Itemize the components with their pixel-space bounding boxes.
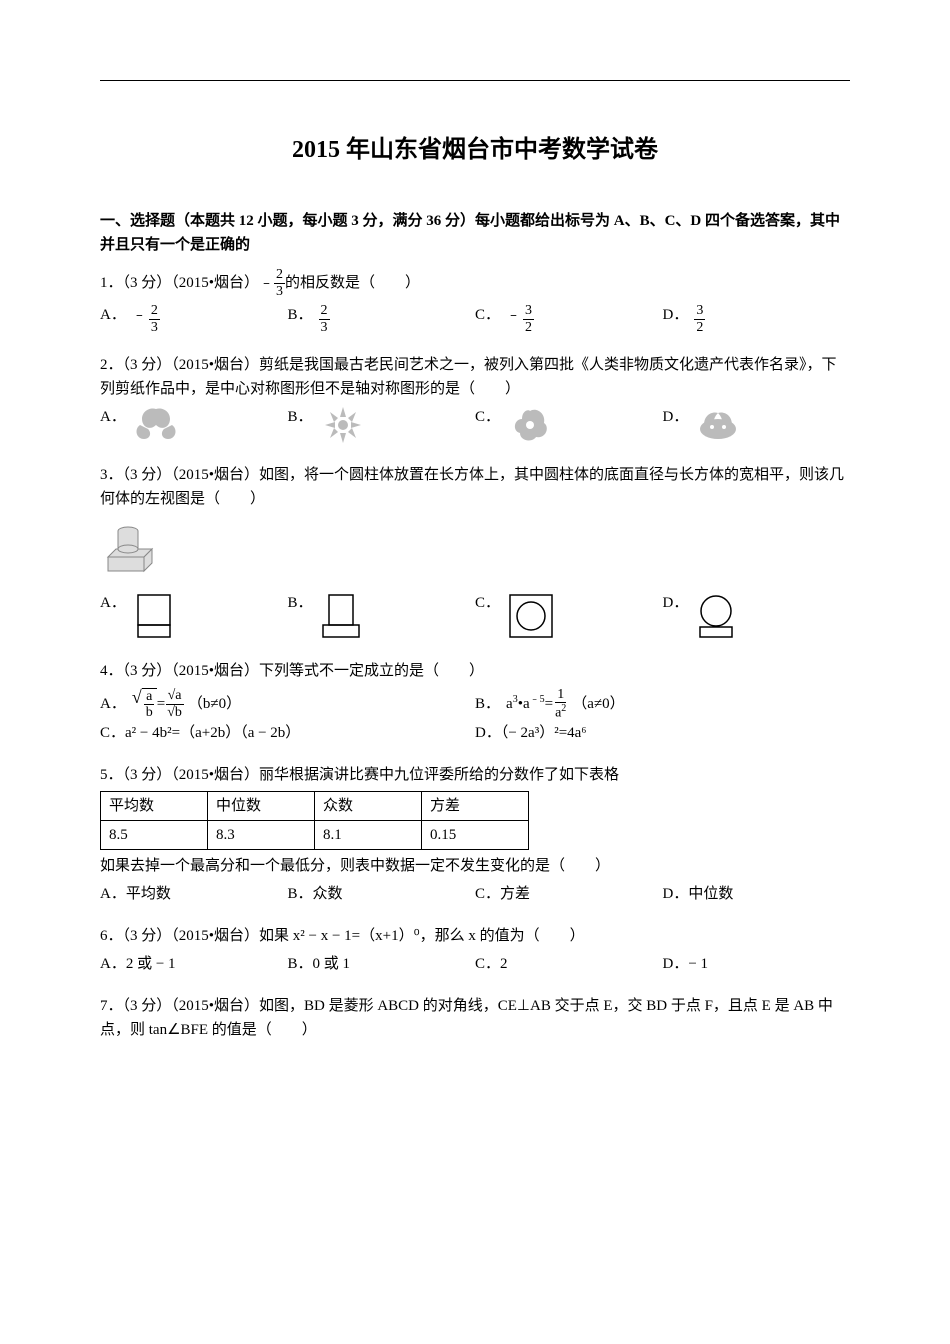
q6-choice-b: B．0 或 1 bbox=[288, 952, 476, 976]
q4-stem: 4．（3 分）（2015•烟台）下列等式不一定成立的是（ ） bbox=[100, 659, 850, 683]
view-b-icon bbox=[319, 591, 363, 641]
q3-choices: A． B． C． bbox=[100, 591, 850, 641]
q6-stem: 6．（3 分）（2015•烟台）如果 x² − x − 1=（x+1）⁰，那么 … bbox=[100, 924, 850, 948]
q1-choice-a: A． ﹣ 2 3 bbox=[100, 303, 288, 335]
question-2: 2．（3 分）（2015•烟台）剪纸是我国最古老民间艺术之一，被列入第四批《人类… bbox=[100, 353, 850, 445]
papercut-b-icon bbox=[319, 405, 367, 445]
q6-choices: A．2 或 − 1 B．0 或 1 C．2 D．− 1 bbox=[100, 952, 850, 976]
table-row: 8.5 8.3 8.1 0.15 bbox=[101, 821, 529, 850]
q7-stem: 7．（3 分）（2015•烟台）如图，BD 是菱形 ABCD 的对角线，CE⊥A… bbox=[100, 994, 850, 1042]
question-7: 7．（3 分）（2015•烟台）如图，BD 是菱形 ABCD 的对角线，CE⊥A… bbox=[100, 994, 850, 1042]
q1-stem-frac: 2 3 bbox=[274, 267, 285, 299]
q5-choice-a: A．平均数 bbox=[100, 882, 288, 906]
q6-choice-c: C．2 bbox=[475, 952, 663, 976]
q1-choice-b: B． 2 3 bbox=[288, 303, 476, 335]
view-c-icon bbox=[506, 591, 556, 641]
q3-solid-icon bbox=[100, 517, 160, 577]
page-title: 2015 年山东省烟台市中考数学试卷 bbox=[100, 131, 850, 169]
q4-choices: A． √ a b = √a √b （b≠0） bbox=[100, 687, 850, 745]
q2-choices: A． B． bbox=[100, 405, 850, 445]
view-a-icon bbox=[132, 591, 176, 641]
question-3: 3．（3 分）（2015•烟台）如图，将一个圆柱体放置在长方体上，其中圆柱体的底… bbox=[100, 463, 850, 641]
q1-stem-pre: 1．（3 分）（2015•烟台）﹣ bbox=[100, 271, 274, 295]
q3-stem: 3．（3 分）（2015•烟台）如图，将一个圆柱体放置在长方体上，其中圆柱体的底… bbox=[100, 463, 850, 511]
q1-choices: A． ﹣ 2 3 B． 2 3 C． ﹣ 3 2 bbox=[100, 303, 850, 335]
section-1-head: 一、选择题（本题共 12 小题，每小题 3 分，满分 36 分）每小题都给出标号… bbox=[100, 209, 850, 257]
q4-choice-c: C．a² − 4b²=（a+2b）（a − 2b） bbox=[100, 721, 475, 745]
exam-page: 2015 年山东省烟台市中考数学试卷 一、选择题（本题共 12 小题，每小题 3… bbox=[0, 0, 950, 1344]
q3-choice-b: B． bbox=[288, 591, 476, 641]
view-d-icon bbox=[694, 591, 738, 641]
q6-choice-d: D．− 1 bbox=[663, 952, 851, 976]
q6-choice-a: A．2 或 − 1 bbox=[100, 952, 288, 976]
q4-a-cond: （b≠0） bbox=[188, 692, 241, 716]
question-5: 5．（3 分）（2015•烟台）丽华根据演讲比赛中九位评委所给的分数作了如下表格… bbox=[100, 763, 850, 906]
q4-choice-a: A． √ a b = √a √b （b≠0） bbox=[100, 687, 475, 721]
q2-stem: 2．（3 分）（2015•烟台）剪纸是我国最古老民间艺术之一，被列入第四批《人类… bbox=[100, 353, 850, 401]
top-rule bbox=[100, 80, 850, 81]
question-4: 4．（3 分）（2015•烟台）下列等式不一定成立的是（ ） A． √ a b … bbox=[100, 659, 850, 745]
q5-choice-d: D．中位数 bbox=[663, 882, 851, 906]
q5-choice-b: B．众数 bbox=[288, 882, 476, 906]
q4-choice-b: B． a3•a﹣5= 1 a2 （a≠0） bbox=[475, 687, 850, 721]
q5-note: 如果去掉一个最高分和一个最低分，则表中数据一定不发生变化的是（ ） bbox=[100, 854, 850, 878]
q2-choice-b: B． bbox=[288, 405, 476, 445]
q4-a-root-right: √a √b bbox=[165, 688, 184, 720]
q2-choice-d: D． bbox=[663, 405, 851, 445]
question-1: 1．（3 分）（2015•烟台）﹣ 2 3 的相反数是（ ） A． ﹣ 2 3 … bbox=[100, 267, 850, 335]
q4-choice-d: D．（− 2a³）²=4a⁶ bbox=[475, 721, 850, 745]
papercut-a-icon bbox=[132, 405, 180, 445]
q4-b-cond: （a≠0） bbox=[572, 692, 624, 716]
q5-stem: 5．（3 分）（2015•烟台）丽华根据演讲比赛中九位评委所给的分数作了如下表格 bbox=[100, 763, 850, 787]
table-row: 平均数 中位数 众数 方差 bbox=[101, 792, 529, 821]
papercut-d-icon bbox=[694, 405, 742, 445]
papercut-c-icon bbox=[506, 405, 554, 445]
q4-a-root-left: √ a b bbox=[132, 688, 157, 721]
q1-stem-post: 的相反数是（ ） bbox=[285, 271, 420, 295]
question-6: 6．（3 分）（2015•烟台）如果 x² − x − 1=（x+1）⁰，那么 … bbox=[100, 924, 850, 976]
q2-choice-a: A． bbox=[100, 405, 288, 445]
q5-choice-c: C．方差 bbox=[475, 882, 663, 906]
q5-table: 平均数 中位数 众数 方差 8.5 8.3 8.1 0.15 bbox=[100, 791, 529, 850]
q3-choice-c: C． bbox=[475, 591, 663, 641]
q3-choice-d: D． bbox=[663, 591, 851, 641]
q1-choice-c: C． ﹣ 3 2 bbox=[475, 303, 663, 335]
q3-choice-a: A． bbox=[100, 591, 288, 641]
q5-choices: A．平均数 B．众数 C．方差 D．中位数 bbox=[100, 882, 850, 906]
q2-choice-c: C． bbox=[475, 405, 663, 445]
q1-choice-d: D． 3 2 bbox=[663, 303, 851, 335]
